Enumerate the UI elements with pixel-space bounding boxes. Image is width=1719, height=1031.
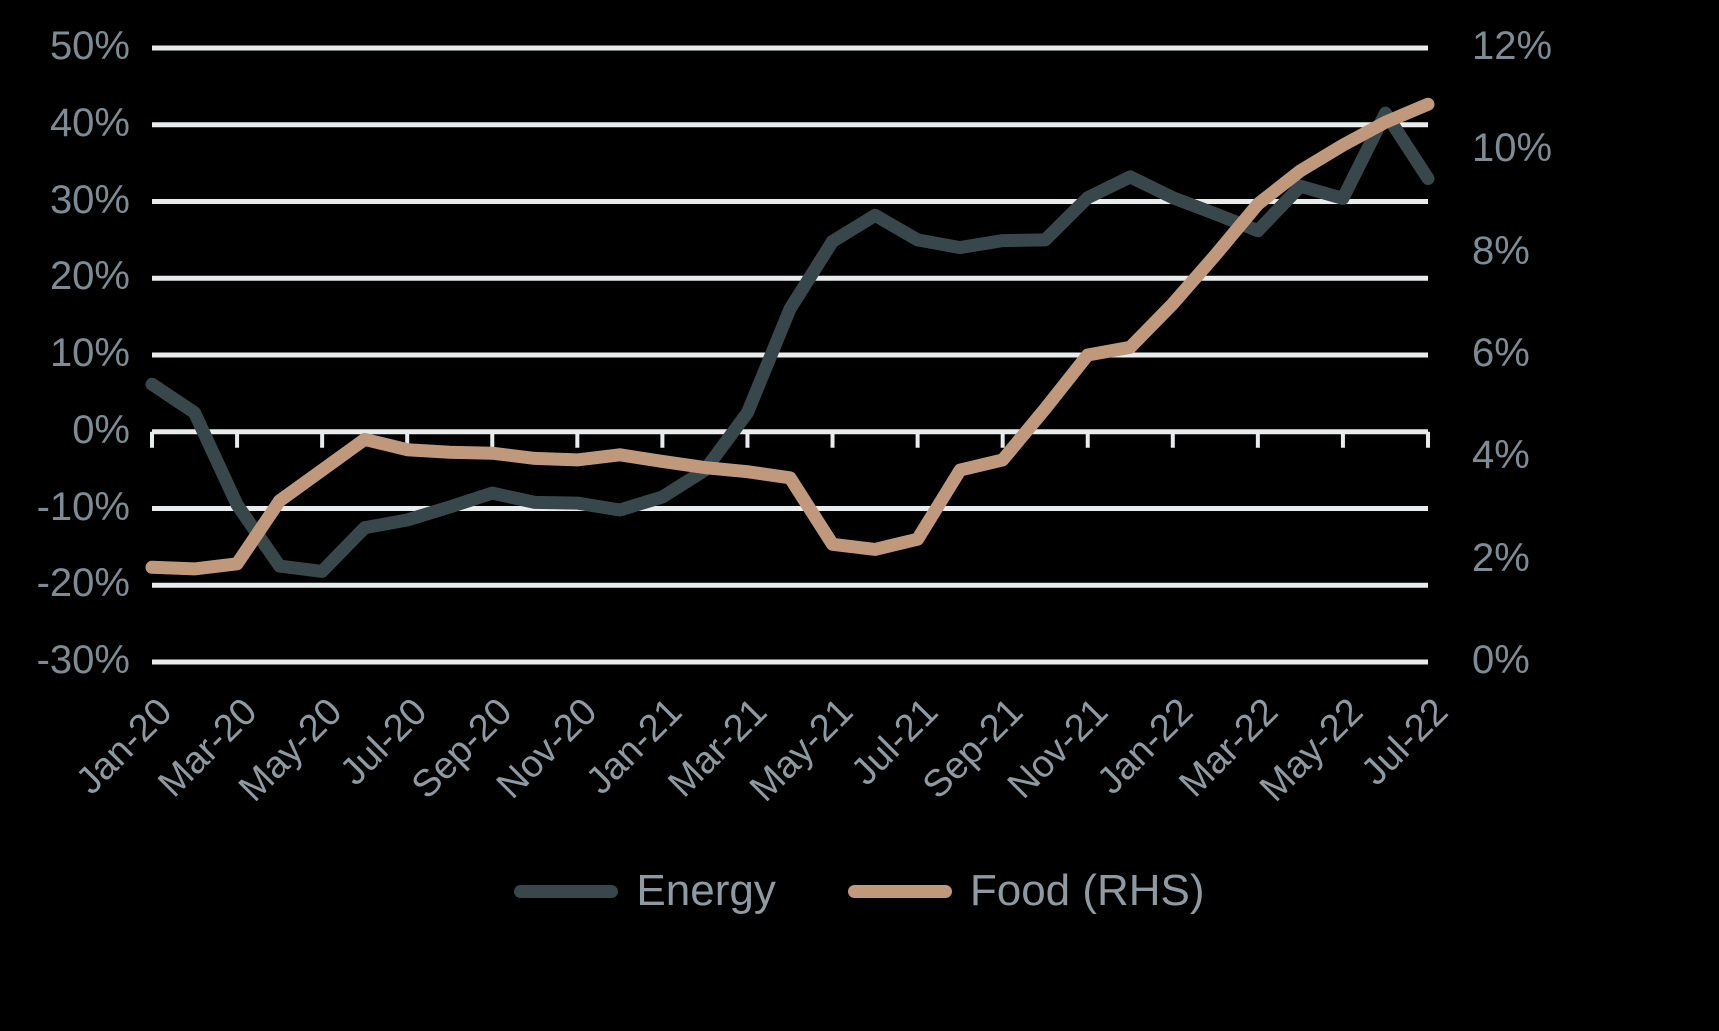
left-axis-tick-label: 20%	[49, 254, 130, 299]
right-axis-tick-label: 2%	[1472, 535, 1530, 580]
left-axis-tick-label: 10%	[49, 331, 130, 375]
chart-legend: Energy Food (RHS)	[0, 869, 1719, 913]
left-axis-tick-label: 50%	[49, 24, 130, 68]
legend-item-food[interactable]: Food (RHS)	[847, 866, 1205, 915]
right-axis-tick-label: 6%	[1472, 331, 1530, 375]
x-axis-ticks	[150, 431, 1430, 448]
right-axis-tick-label: 10%	[1472, 126, 1553, 171]
legend-label-energy: Energy	[636, 866, 776, 915]
right-axis-tick-label: 12%	[1472, 24, 1553, 68]
legend-label-food: Food (RHS)	[969, 866, 1205, 915]
left-axis-tick-label: 0%	[72, 407, 130, 452]
legend-line-swatch-energy	[514, 884, 619, 898]
legend-line-swatch-food	[847, 884, 952, 898]
left-axis-tick-label: 40%	[49, 100, 130, 145]
left-axis-tick-label: -30%	[36, 638, 130, 682]
right-axis-tick-label: 0%	[1472, 638, 1530, 682]
legend-item-energy[interactable]: Energy	[514, 866, 776, 915]
series-line-energy	[145, 106, 1435, 578]
left-axis-tick-label: -10%	[36, 484, 130, 529]
left-axis-tick-label: 30%	[49, 177, 130, 222]
gridlines	[152, 45, 1428, 665]
left-axis-tick-label: -20%	[36, 561, 130, 606]
right-axis-tick-label: 8%	[1472, 228, 1530, 273]
series-line-food-rhs	[145, 97, 1435, 576]
right-axis-tick-label: 4%	[1472, 433, 1530, 478]
